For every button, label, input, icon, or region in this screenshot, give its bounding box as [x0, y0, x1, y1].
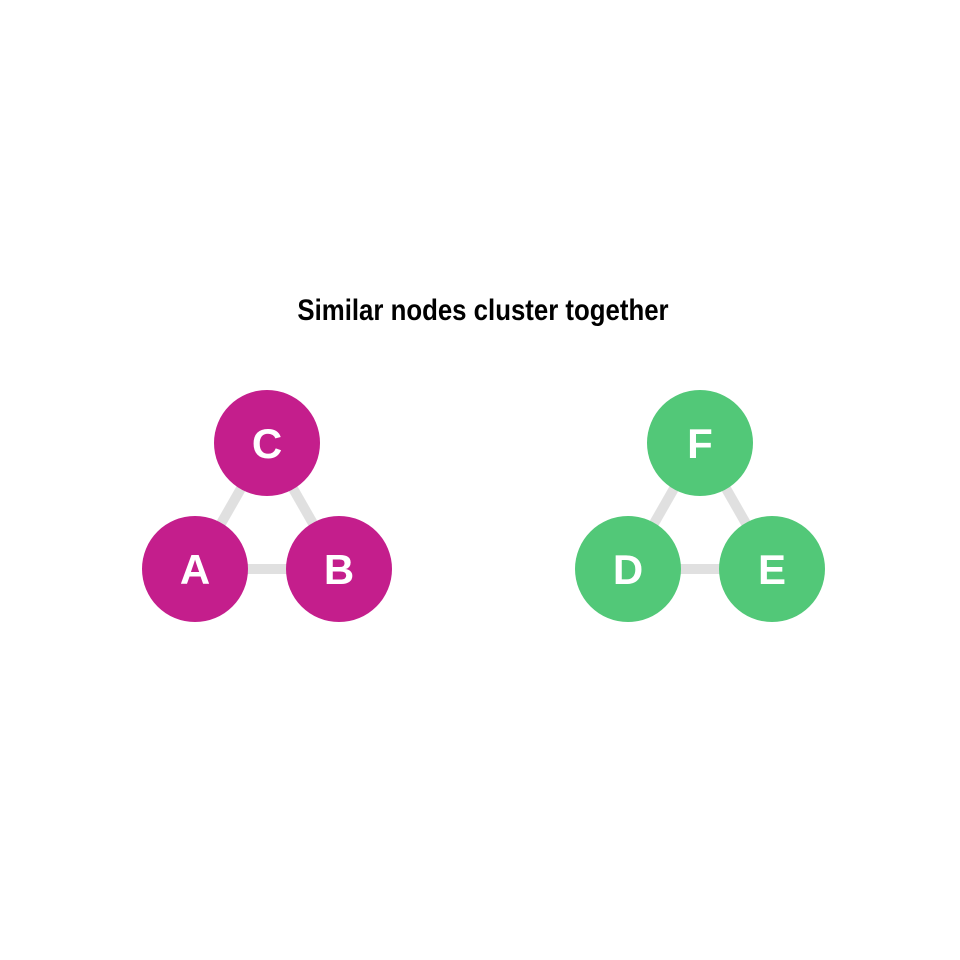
diagram-title: Similar nodes cluster together	[297, 293, 668, 326]
node-label: F	[687, 420, 713, 467]
node-circle	[575, 516, 681, 622]
node-circle	[214, 390, 320, 496]
node-circle	[719, 516, 825, 622]
node-c: C	[214, 390, 320, 496]
green-cluster: D E F	[575, 390, 825, 622]
node-f: F	[647, 390, 753, 496]
node-label: D	[613, 546, 643, 593]
node-label: B	[324, 546, 354, 593]
node-e: E	[719, 516, 825, 622]
magenta-cluster: A B C	[142, 390, 392, 622]
node-label: C	[252, 420, 282, 467]
node-b: B	[286, 516, 392, 622]
node-a: A	[142, 516, 248, 622]
node-label: E	[758, 546, 786, 593]
nodes-layer: A B C D E F	[142, 390, 825, 622]
node-label: A	[180, 546, 210, 593]
node-circle	[647, 390, 753, 496]
node-circle	[142, 516, 248, 622]
node-d: D	[575, 516, 681, 622]
node-circle	[286, 516, 392, 622]
